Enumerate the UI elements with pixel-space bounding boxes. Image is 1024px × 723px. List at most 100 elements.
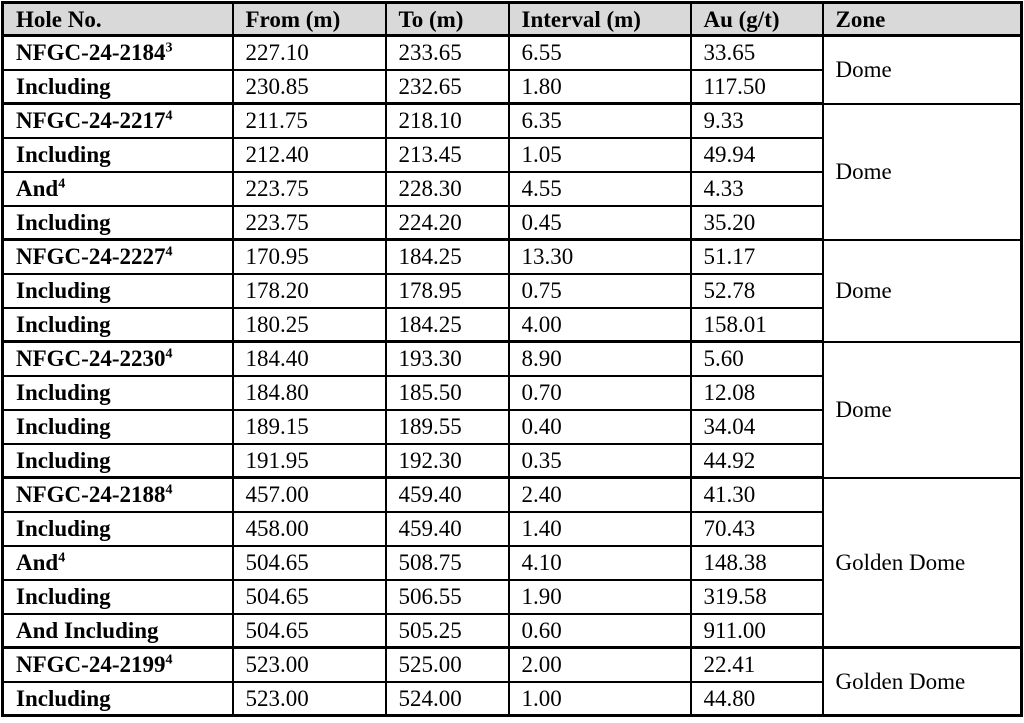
table-row: Including 184.80 185.50 0.70 12.08 — [2, 375, 1022, 411]
footnote-marker: 4 — [165, 482, 173, 498]
hole-label: Including — [16, 278, 111, 303]
table-row: Including 178.20 178.95 0.75 52.78 — [2, 273, 1022, 309]
hole-cell: And4 — [2, 545, 234, 581]
table-row: NFGC-24-21843 227.10 233.65 6.55 33.65 D… — [2, 35, 1023, 105]
au-cell: 33.65 — [690, 35, 824, 71]
footnote-marker: 3 — [165, 40, 173, 56]
table-row: Including 191.95 192.30 0.35 44.92 — [2, 443, 1022, 479]
table-row: Including 212.40 213.45 1.05 49.94 — [2, 137, 1022, 173]
hole-label: And — [16, 176, 59, 201]
interval-cell: 0.35 — [508, 443, 692, 479]
from-cell: 211.75 — [232, 103, 387, 139]
interval-cell: 2.40 — [508, 477, 692, 513]
zone-cell: Dome — [822, 35, 1023, 105]
from-cell: 212.40 — [232, 137, 387, 173]
au-cell: 70.43 — [690, 511, 824, 547]
table-row: Including 189.15 189.55 0.40 34.04 — [2, 409, 1022, 445]
hole-cell: Including — [2, 375, 234, 411]
interval-cell: 6.55 — [508, 35, 692, 71]
from-cell: 223.75 — [232, 171, 387, 207]
hole-label: NFGC-24-2184 — [16, 40, 166, 66]
to-cell: 184.25 — [385, 307, 510, 343]
hole-label: Including — [16, 516, 111, 541]
table-row: And4 223.75 228.30 4.55 4.33 — [2, 171, 1022, 207]
interval-cell: 1.00 — [508, 681, 692, 717]
interval-cell: 4.55 — [508, 171, 692, 207]
to-cell: 506.55 — [385, 579, 510, 615]
table-row: NFGC-24-21884 457.00 459.40 2.40 41.30 G… — [2, 477, 1023, 649]
hole-cell: Including — [2, 307, 234, 343]
table-row: Including 523.00 524.00 1.00 44.80 — [2, 681, 1022, 717]
hole-label: Including — [16, 685, 111, 711]
from-cell: 178.20 — [232, 273, 387, 309]
from-cell: 523.00 — [232, 647, 387, 683]
to-cell: 459.40 — [385, 511, 510, 547]
from-cell: 457.00 — [232, 477, 387, 513]
hole-cell: Including — [2, 273, 234, 309]
to-cell: 193.30 — [385, 341, 510, 377]
interval-cell: 1.40 — [508, 511, 692, 547]
from-cell: 458.00 — [232, 511, 387, 547]
table-row: Including 223.75 224.20 0.45 35.20 — [2, 205, 1022, 241]
from-cell: 180.25 — [232, 307, 387, 343]
au-cell: 52.78 — [690, 273, 824, 309]
table-row: And Including 504.65 505.25 0.60 911.00 — [2, 613, 1022, 649]
hole-cell: NFGC-24-21884 — [2, 477, 234, 513]
hole-cell: Including — [2, 443, 234, 479]
to-cell: 224.20 — [385, 205, 510, 241]
hole-cell: Including — [2, 205, 234, 241]
hole-cell: And Including — [2, 613, 234, 649]
interval-cell: 0.75 — [508, 273, 692, 309]
interval-cell: 1.05 — [508, 137, 692, 173]
au-cell: 319.58 — [690, 579, 824, 615]
interval-cell: 0.60 — [508, 613, 692, 649]
header-row: Hole No. From (m) To (m) Interval (m) Au… — [2, 2, 1022, 37]
hole-label: NFGC-24-2227 — [16, 244, 166, 270]
au-cell: 34.04 — [690, 409, 824, 445]
hole-label: NFGC-24-2230 — [16, 346, 166, 372]
from-cell: 504.65 — [232, 579, 387, 615]
table-row: And4 504.65 508.75 4.10 148.38 — [2, 545, 1022, 581]
footnote-marker: 4 — [165, 108, 173, 124]
au-cell: 49.94 — [690, 137, 824, 173]
interval-cell: 4.10 — [508, 545, 692, 581]
to-cell: 192.30 — [385, 443, 510, 479]
to-cell: 185.50 — [385, 375, 510, 411]
to-cell: 524.00 — [385, 681, 510, 717]
hole-label: Including — [16, 414, 111, 439]
to-cell: 228.30 — [385, 171, 510, 207]
hole-label: And Including — [16, 617, 159, 643]
hole-cell: Including — [2, 511, 234, 547]
au-cell: 44.80 — [690, 681, 824, 717]
table-row: NFGC-24-22274 170.95 184.25 13.30 51.17 … — [2, 239, 1023, 343]
table-row: NFGC-24-21994 523.00 525.00 2.00 22.41 G… — [2, 647, 1023, 717]
table-row: Including 458.00 459.40 1.40 70.43 — [2, 511, 1022, 547]
from-cell: 184.80 — [232, 375, 387, 411]
to-cell: 213.45 — [385, 137, 510, 173]
column-header-hole: Hole No. — [2, 2, 234, 37]
from-cell: 184.40 — [232, 341, 387, 377]
hole-cell: NFGC-24-21843 — [2, 35, 234, 71]
hole-cell: Including — [2, 137, 234, 173]
interval-cell: 1.90 — [508, 579, 692, 615]
hole-cell: Including — [2, 409, 234, 445]
from-cell: 504.65 — [232, 545, 387, 581]
au-cell: 44.92 — [690, 443, 824, 479]
interval-cell: 6.35 — [508, 103, 692, 139]
table-row: Including 180.25 184.25 4.00 158.01 — [2, 307, 1022, 343]
hole-label: Including — [16, 209, 111, 235]
from-cell: 523.00 — [232, 681, 387, 717]
zone-cell: Golden Dome — [822, 647, 1023, 717]
hole-cell: Including — [2, 579, 234, 615]
au-cell: 35.20 — [690, 205, 824, 241]
hole-cell: NFGC-24-22174 — [2, 103, 234, 139]
hole-cell: NFGC-24-22274 — [2, 239, 234, 275]
from-cell: 189.15 — [232, 409, 387, 445]
table-row: Including 230.85 232.65 1.80 117.50 — [2, 69, 1022, 105]
hole-cell: Including — [2, 69, 234, 105]
interval-cell: 4.00 — [508, 307, 692, 343]
interval-cell: 13.30 — [508, 239, 692, 275]
hole-label: NFGC-24-2217 — [16, 108, 166, 134]
